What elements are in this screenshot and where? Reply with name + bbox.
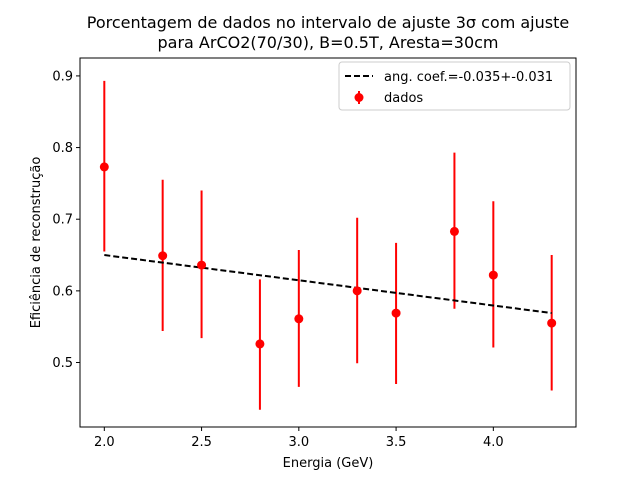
x-axis-ticks: 2.0 2.5 3.0 3.5 4.0: [94, 427, 504, 450]
axes-frame: [79, 57, 577, 428]
data-point: [488, 270, 498, 280]
y-axis-ticks: 0.5 0.6 0.7 0.8 0.9: [52, 69, 80, 371]
y-tick-label: 0.5: [52, 356, 73, 371]
legend-box: [338, 61, 571, 111]
y-tick-label: 0.6: [52, 284, 73, 299]
data-point: [547, 318, 557, 328]
data-point: [99, 162, 109, 172]
x-tick-label: 4.0: [483, 435, 504, 450]
y-axis-label: Eficiência de reconstrução: [29, 157, 44, 329]
y-tick-label: 0.7: [52, 213, 73, 228]
x-tick-label: 3.0: [288, 435, 309, 450]
data-point: [294, 314, 304, 324]
y-tick-label: 0.9: [52, 69, 73, 84]
legend-fit-line-label: ang. coef.=-0.035+-0.031: [384, 70, 553, 85]
x-tick-label: 2.0: [94, 435, 115, 450]
chart-title-line: Porcentagem de dados no intervalo de aju…: [87, 13, 569, 32]
data-point: [391, 308, 401, 318]
data-point: [352, 286, 362, 296]
data-point: [449, 226, 459, 236]
legend-data-point-swatch: [354, 93, 364, 102]
plot-area: [79, 57, 577, 428]
fit-line: [104, 254, 552, 315]
legend-data-label: dados: [384, 91, 423, 106]
data-point: [158, 251, 168, 261]
error-bars: [103, 80, 553, 410]
x-axis-label: Energia (GeV): [283, 456, 374, 471]
legend: ang. coef.=-0.035+-0.031 dados: [338, 61, 571, 111]
data-point: [197, 260, 207, 270]
chart-title: Porcentagem de dados no intervalo de aju…: [87, 13, 569, 52]
x-tick-label: 3.5: [386, 435, 407, 450]
x-tick-label: 2.5: [191, 435, 212, 450]
data-points: [99, 162, 557, 349]
fit-line-group: [104, 254, 552, 315]
y-tick-label: 0.8: [52, 141, 73, 156]
data-point: [255, 339, 265, 349]
chart-title-line: para ArCO2(70/30), B=0.5T, Aresta=30cm: [157, 33, 498, 52]
